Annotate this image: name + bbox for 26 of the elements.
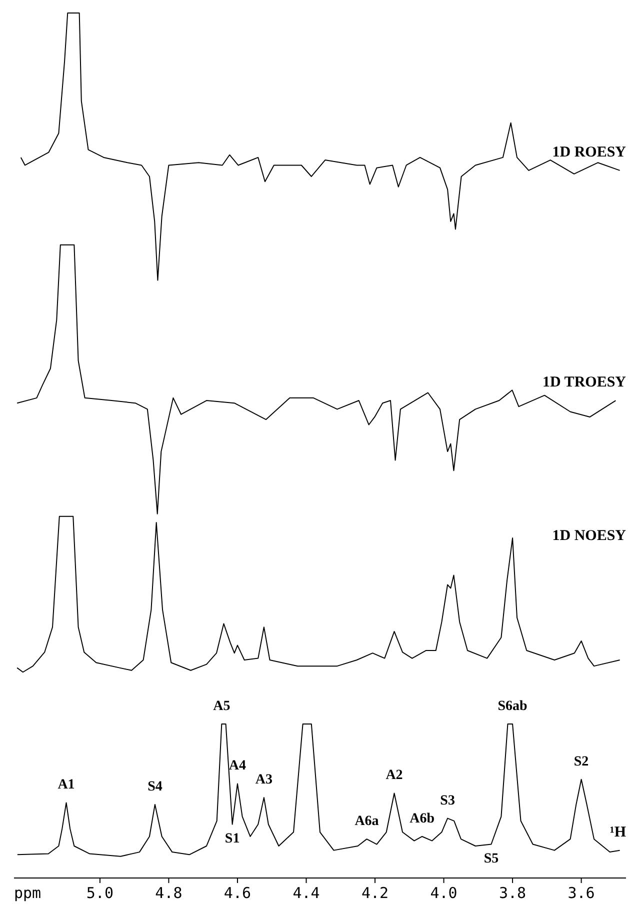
annotation: A1 <box>58 778 75 793</box>
x-tick-label: 5.0 <box>86 884 114 902</box>
annotation: A2 <box>386 768 403 784</box>
series-label: 1D ROESY <box>552 144 626 160</box>
annotation: S3 <box>440 793 455 808</box>
annotation: A6a <box>354 814 379 830</box>
annotation: A6b <box>410 811 435 826</box>
series-label: ¹H <box>610 824 626 840</box>
x-tick-label: 4.4 <box>292 884 320 902</box>
annotation: S6ab <box>498 699 528 714</box>
annotation: A5 <box>213 699 230 714</box>
x-tick-label: 4.0 <box>430 884 458 902</box>
x-tick-label: 4.2 <box>361 884 389 902</box>
annotation: S5 <box>484 851 499 866</box>
x-tick-label: 3.6 <box>568 884 595 902</box>
x-tick-label: 4.6 <box>224 884 252 902</box>
annotation: S2 <box>574 754 589 770</box>
annotation: A4 <box>228 758 246 774</box>
x-axis-title: ppm <box>14 884 42 902</box>
series-label: 1D TROESY <box>542 374 626 391</box>
annotation: S4 <box>148 779 162 794</box>
annotation: S1 <box>224 831 240 846</box>
x-tick-label: 3.8 <box>498 884 526 902</box>
annotation: A3 <box>255 772 273 788</box>
x-tick-label: 4.8 <box>155 884 182 902</box>
text: 1D NOESY <box>552 528 626 544</box>
